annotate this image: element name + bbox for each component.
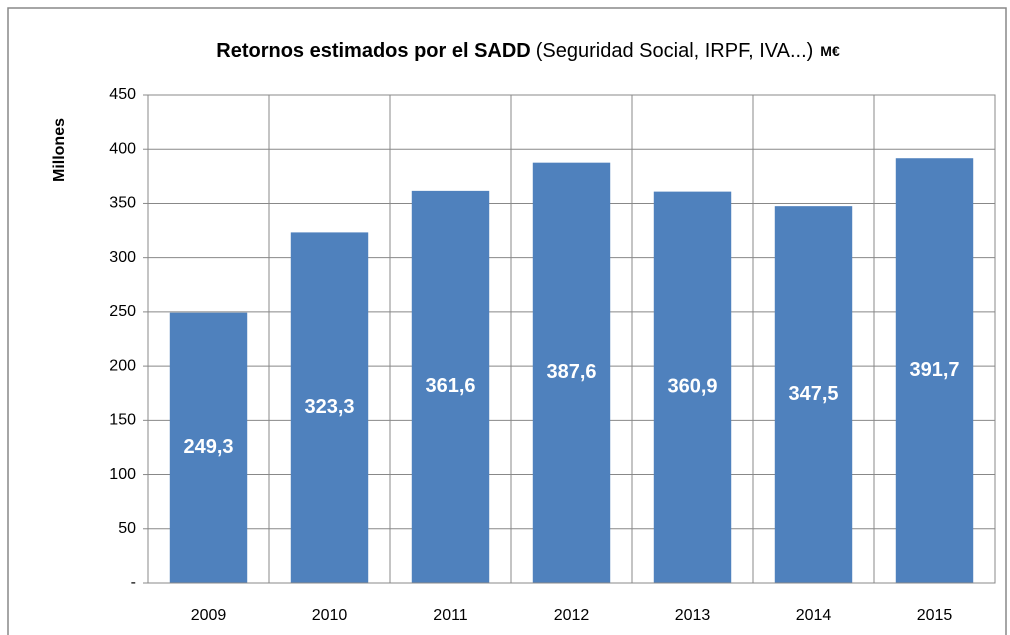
y-tick-label: 400 [109, 140, 136, 157]
y-axis-label: Millones [51, 118, 68, 182]
chart-unit: M€ [820, 43, 840, 59]
y-tick-label: 350 [109, 195, 136, 212]
x-tick-label: 2011 [433, 607, 468, 624]
data-label: 323,3 [304, 396, 354, 418]
x-tick-label: 2012 [554, 607, 590, 624]
y-tick-label: 250 [109, 303, 136, 320]
data-label: 387,6 [546, 361, 596, 383]
x-tick-label: 2010 [312, 607, 348, 624]
y-tick-label: 300 [109, 249, 136, 266]
y-tick-label: 100 [109, 466, 136, 483]
bar [774, 206, 853, 583]
data-label: 391,7 [909, 359, 959, 381]
chart-subtitle: (Seguridad Social, IRPF, IVA...) [536, 40, 814, 62]
x-tick-label: 2009 [191, 607, 227, 624]
x-tick-label: 2014 [796, 607, 832, 624]
bar [653, 191, 732, 583]
data-label: 360,9 [667, 376, 717, 398]
bar [532, 162, 611, 584]
chart-title: Retornos estimados por el SADD [216, 40, 531, 62]
y-tick-label: 450 [109, 86, 136, 103]
data-label: 347,5 [788, 383, 838, 405]
chart-title-group: Retornos estimados por el SADD (Seguridad… [216, 40, 840, 62]
y-tick-label: 50 [118, 520, 136, 537]
y-tick-label: 150 [109, 412, 136, 429]
bar [169, 312, 248, 583]
y-tick-label: 200 [109, 357, 136, 374]
y-tick-label: - [131, 574, 136, 591]
data-label: 361,6 [425, 375, 475, 397]
bar [411, 190, 490, 584]
data-label: 249,3 [183, 436, 233, 458]
x-tick-label: 2013 [675, 607, 711, 624]
bar [895, 158, 974, 583]
x-tick-label: 2015 [917, 607, 953, 624]
bar [290, 232, 369, 583]
